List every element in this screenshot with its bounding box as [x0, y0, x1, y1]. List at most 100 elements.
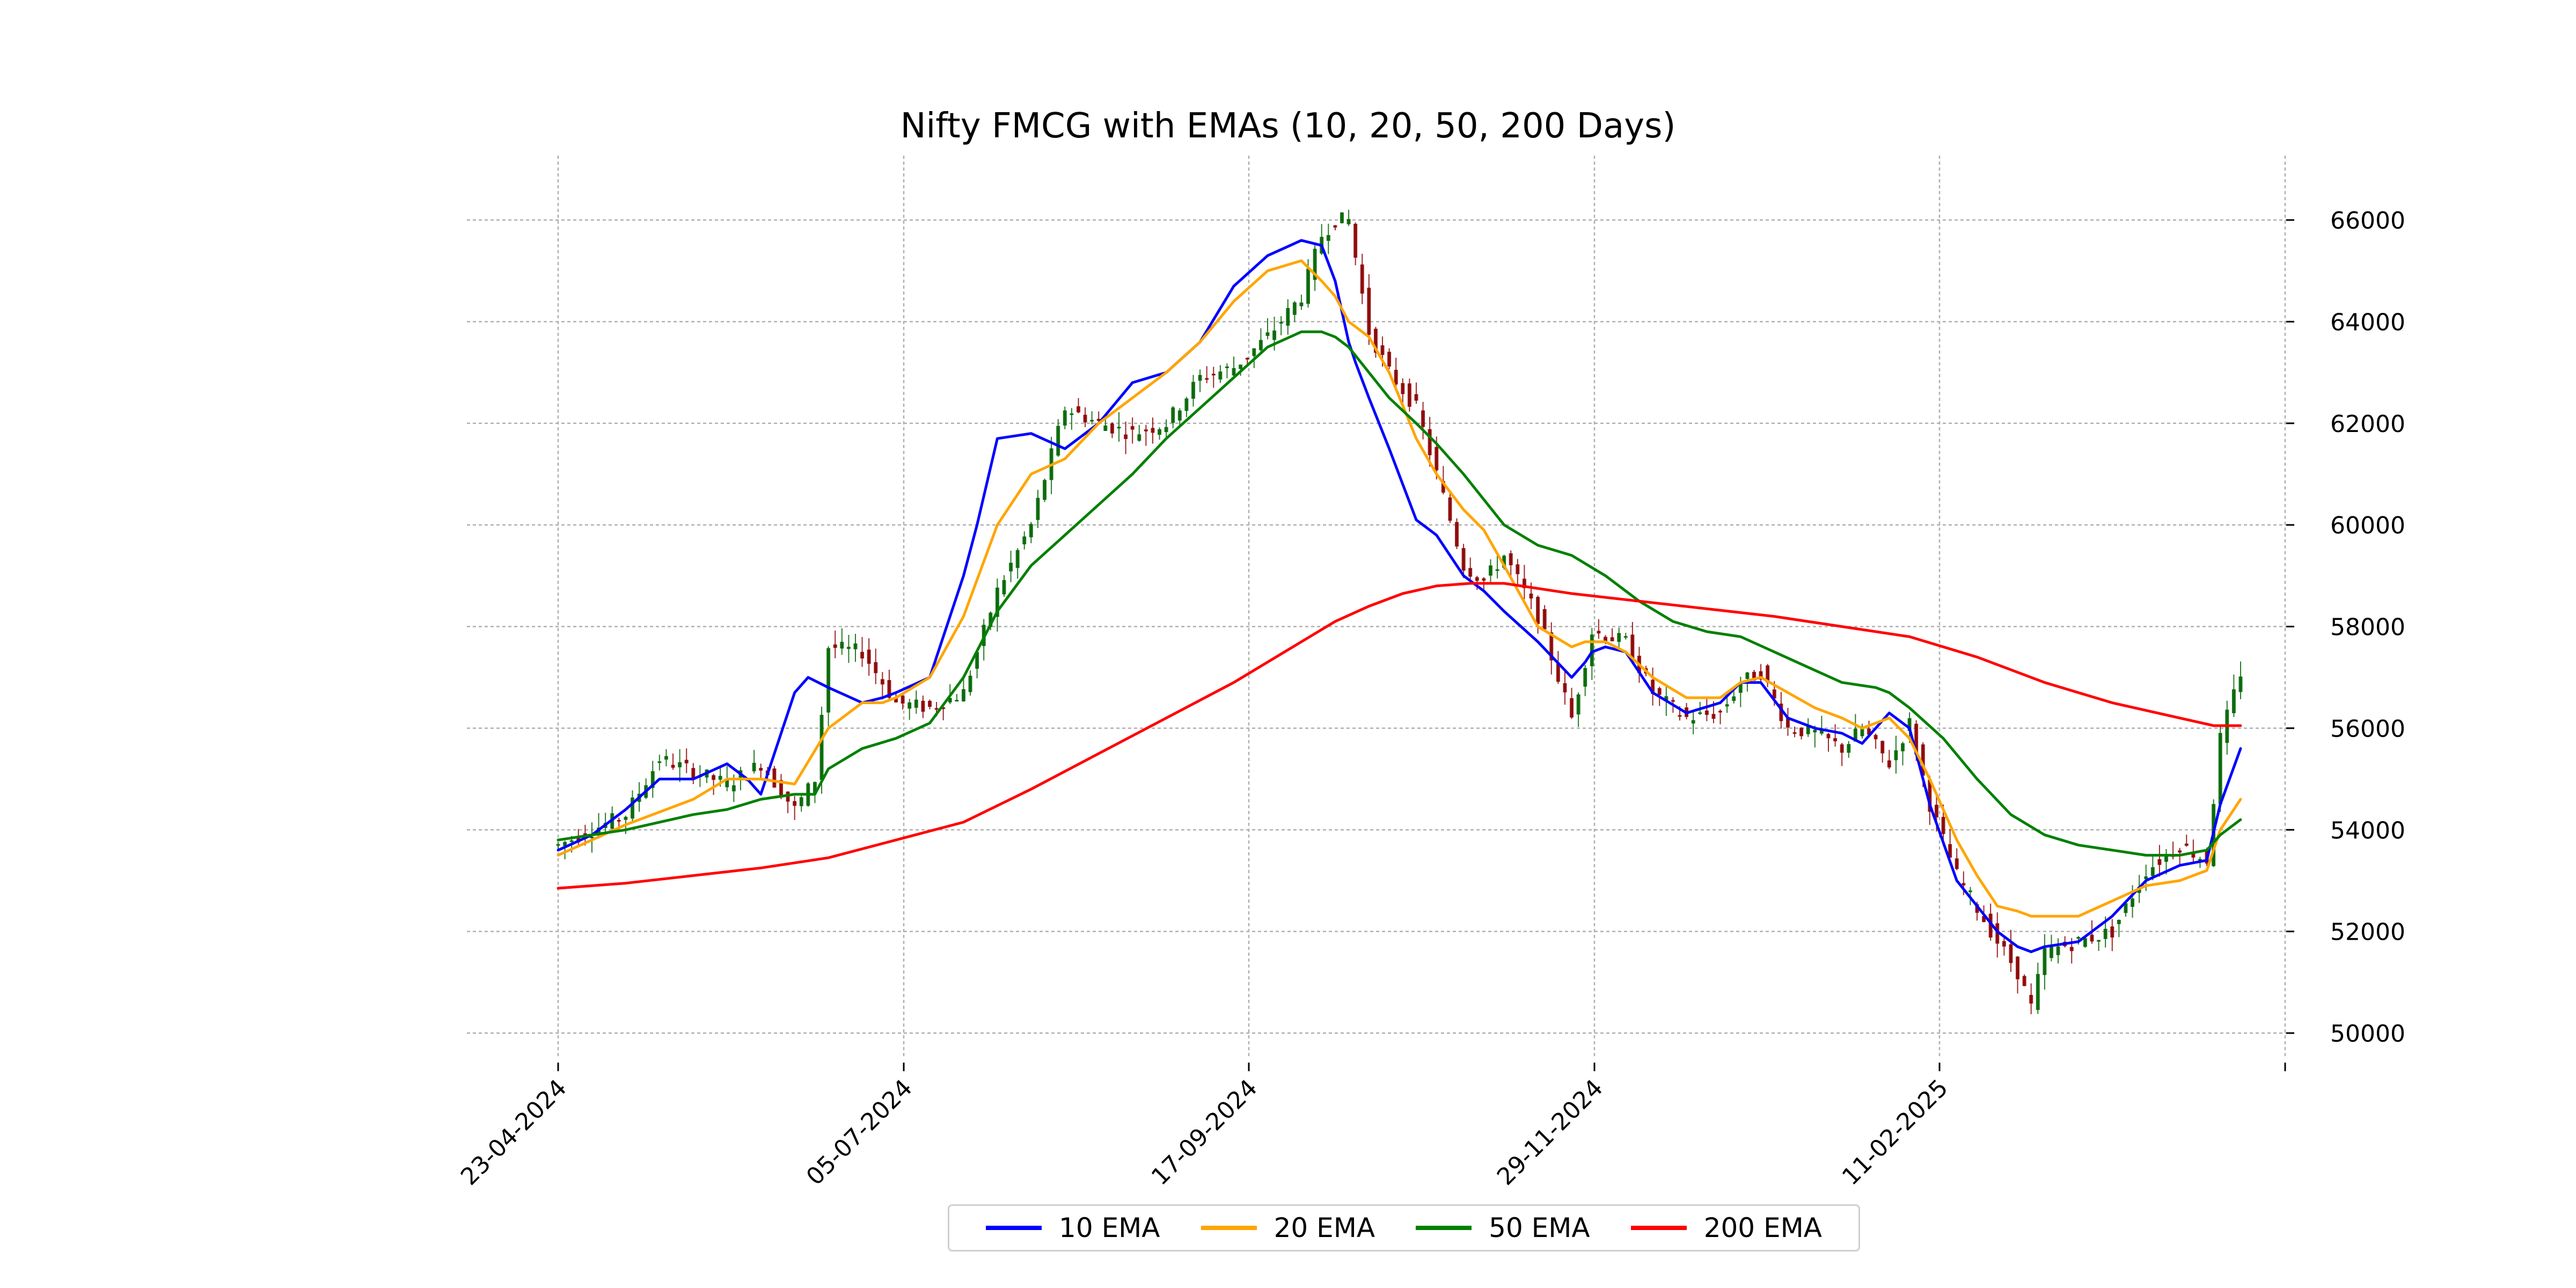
candle-body: [1914, 723, 1919, 755]
ema-lines: [557, 239, 2242, 953]
candle-body: [1975, 904, 1979, 913]
candle-body: [1948, 844, 1952, 858]
candle-body: [1103, 425, 1108, 431]
candle-body: [1299, 302, 1304, 306]
candle-body: [1907, 718, 1912, 731]
candle-body: [1704, 711, 1709, 715]
candle-body: [914, 699, 918, 708]
candle-body: [1711, 714, 1716, 719]
candle-body: [1630, 634, 1635, 661]
candle-body: [928, 700, 932, 707]
candle-body: [1279, 321, 1283, 324]
candle-body: [1968, 890, 1972, 892]
candle-body: [1428, 429, 1432, 456]
y-tick-label: 64000: [2330, 309, 2405, 336]
candle-body: [874, 662, 878, 674]
candle-body: [1083, 414, 1087, 423]
candle-body: [1928, 779, 1932, 812]
candle-body: [1198, 375, 1202, 381]
candle-body: [1394, 370, 1398, 385]
candle-body: [1455, 522, 1459, 547]
candle-body: [1982, 916, 1986, 923]
candle-body: [1826, 734, 1831, 738]
candle-body: [1502, 555, 1506, 568]
candle-body: [1414, 394, 1418, 401]
candle-body: [1853, 729, 1857, 742]
candle-body: [840, 641, 844, 649]
candle-body: [1475, 577, 1479, 581]
legend-swatch: [986, 1226, 1042, 1230]
candle-body: [1205, 378, 1209, 380]
candle-body: [1225, 366, 1229, 368]
candle-body: [1894, 750, 1898, 760]
legend-swatch: [1201, 1226, 1257, 1230]
candle-body: [563, 841, 567, 846]
candle-body: [671, 765, 675, 768]
candle-body: [1529, 594, 1533, 599]
candle-body: [1651, 679, 1655, 694]
candle-body: [2029, 994, 2033, 1004]
candle-body: [1806, 724, 1810, 735]
candle-body: [1678, 715, 1682, 717]
candle-body: [2009, 944, 2013, 963]
candle-body: [1671, 700, 1675, 702]
candle-body: [1847, 744, 1851, 753]
candle-body: [2083, 938, 2087, 947]
x-tick-label: 11-02-2025: [1837, 1074, 1953, 1191]
candle-body: [1326, 235, 1330, 241]
candle-body: [2110, 926, 2114, 938]
candle-body: [880, 679, 884, 685]
y-tick-label: 66000: [2330, 207, 2405, 235]
candle-body: [1448, 497, 1452, 521]
candle-body: [1921, 744, 1925, 776]
candlestick-series: [556, 209, 2243, 1014]
candle-body: [657, 761, 662, 763]
candle-body: [691, 768, 696, 779]
candle-body: [1509, 553, 1513, 566]
candle-body: [1292, 302, 1297, 315]
candle-body: [576, 836, 581, 843]
series-line-10-ema: [557, 239, 2242, 953]
candle-body: [2002, 941, 2006, 947]
candle-body: [1799, 727, 1804, 736]
legend-swatch: [1416, 1226, 1472, 1230]
candle-body: [631, 797, 634, 819]
y-tick-label: 54000: [2330, 817, 2405, 844]
candle-body: [731, 785, 736, 792]
candle-body: [1313, 248, 1317, 280]
candle-body: [819, 714, 824, 780]
candle-body: [1015, 550, 1020, 568]
candle-body: [1110, 423, 1114, 434]
x-tick-label: 23-04-2024: [456, 1074, 572, 1191]
candle-body: [1239, 364, 1243, 369]
candle-body: [1265, 332, 1270, 336]
candle-body: [617, 819, 621, 822]
candle-body: [1076, 406, 1080, 413]
y-tick-label: 60000: [2330, 512, 2405, 539]
candle-body: [1772, 689, 1776, 699]
candle-body: [1171, 407, 1175, 423]
candle-body: [1022, 536, 1027, 545]
candle-body: [867, 649, 871, 664]
candle-body: [1556, 663, 1560, 682]
candle-body: [725, 779, 729, 787]
candle-body: [1732, 696, 1736, 701]
candle-body: [1563, 683, 1567, 693]
candle-body: [1340, 212, 1344, 223]
candle-body: [934, 708, 939, 710]
candle-body: [1009, 562, 1013, 572]
candle-body: [2238, 676, 2243, 692]
candle-body: [1583, 668, 1587, 687]
candle-body: [2178, 850, 2182, 853]
legend-swatch: [1630, 1226, 1687, 1230]
legend-label: 200 EMA: [1703, 1212, 1822, 1243]
grid: [467, 156, 2286, 1057]
candle-body: [1346, 219, 1351, 224]
candle-body: [2016, 956, 2019, 979]
candle-body: [955, 700, 959, 702]
candle-body: [2117, 919, 2121, 924]
candle-body: [1360, 264, 1364, 294]
candle-body: [887, 680, 891, 698]
candle-body: [2164, 854, 2168, 862]
candle-body: [684, 759, 689, 764]
